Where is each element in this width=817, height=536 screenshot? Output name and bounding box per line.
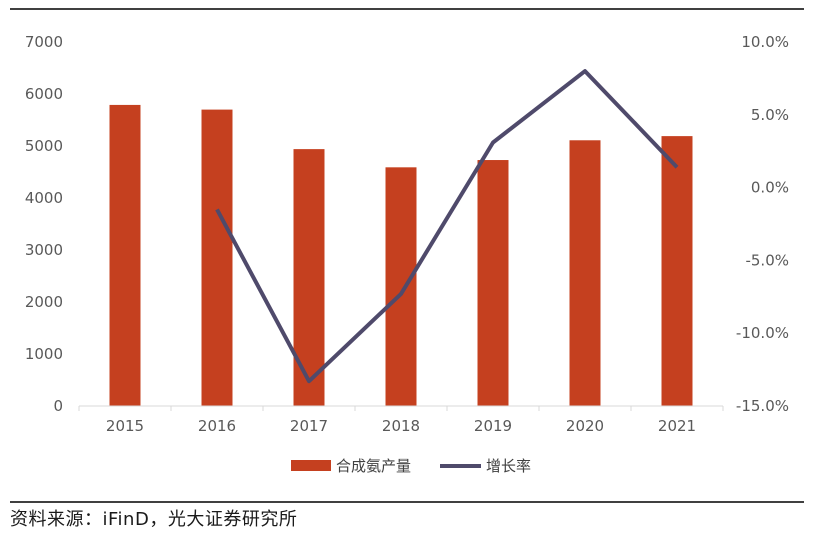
bar <box>293 149 325 406</box>
bar <box>109 104 141 407</box>
left-tick-label: 1000 <box>25 345 63 363</box>
x-tick-label: 2018 <box>382 417 420 435</box>
left-tick-label: 7000 <box>25 33 63 51</box>
bar-series <box>109 104 693 407</box>
source-note: 资料来源：iFinD，光大证券研究所 <box>10 509 298 530</box>
legend-line-label: 增长率 <box>486 457 531 475</box>
legend: 合成氨产量 增长率 <box>291 457 531 475</box>
left-tick-label: 0 <box>53 397 63 415</box>
left-tick-label: 6000 <box>25 85 63 103</box>
right-tick-label: 0.0% <box>751 179 789 197</box>
right-axis-ticks: -15.0% -10.0% -5.0% 0.0% 5.0% 10.0% <box>736 33 789 415</box>
left-tick-label: 2000 <box>25 293 63 311</box>
left-tick-label: 5000 <box>25 137 63 155</box>
bar <box>385 167 417 406</box>
bar <box>661 136 693 406</box>
legend-bar-label: 合成氨产量 <box>336 457 411 475</box>
bar <box>569 140 601 406</box>
x-tick-label: 2020 <box>566 417 604 435</box>
x-tick-label: 2021 <box>658 417 696 435</box>
legend-bar-swatch <box>291 460 331 471</box>
bar <box>201 109 233 406</box>
left-tick-label: 3000 <box>25 241 63 259</box>
left-axis-ticks: 0 1000 2000 3000 4000 5000 6000 7000 <box>25 33 63 415</box>
x-axis-tick-marks <box>78 406 724 411</box>
bar <box>477 160 509 406</box>
right-tick-label: 5.0% <box>751 106 789 124</box>
right-tick-label: -10.0% <box>736 324 789 342</box>
x-tick-label: 2015 <box>106 417 144 435</box>
x-tick-label: 2019 <box>474 417 512 435</box>
x-tick-label: 2017 <box>290 417 328 435</box>
growth-rate-line <box>215 69 679 384</box>
right-tick-label: -5.0% <box>745 251 789 269</box>
right-tick-label: -15.0% <box>736 397 789 415</box>
x-axis-labels: 2015 2016 2017 2018 2019 2020 2021 <box>106 417 696 435</box>
left-tick-label: 4000 <box>25 189 63 207</box>
right-tick-label: 10.0% <box>741 33 789 51</box>
x-tick-label: 2016 <box>198 417 236 435</box>
